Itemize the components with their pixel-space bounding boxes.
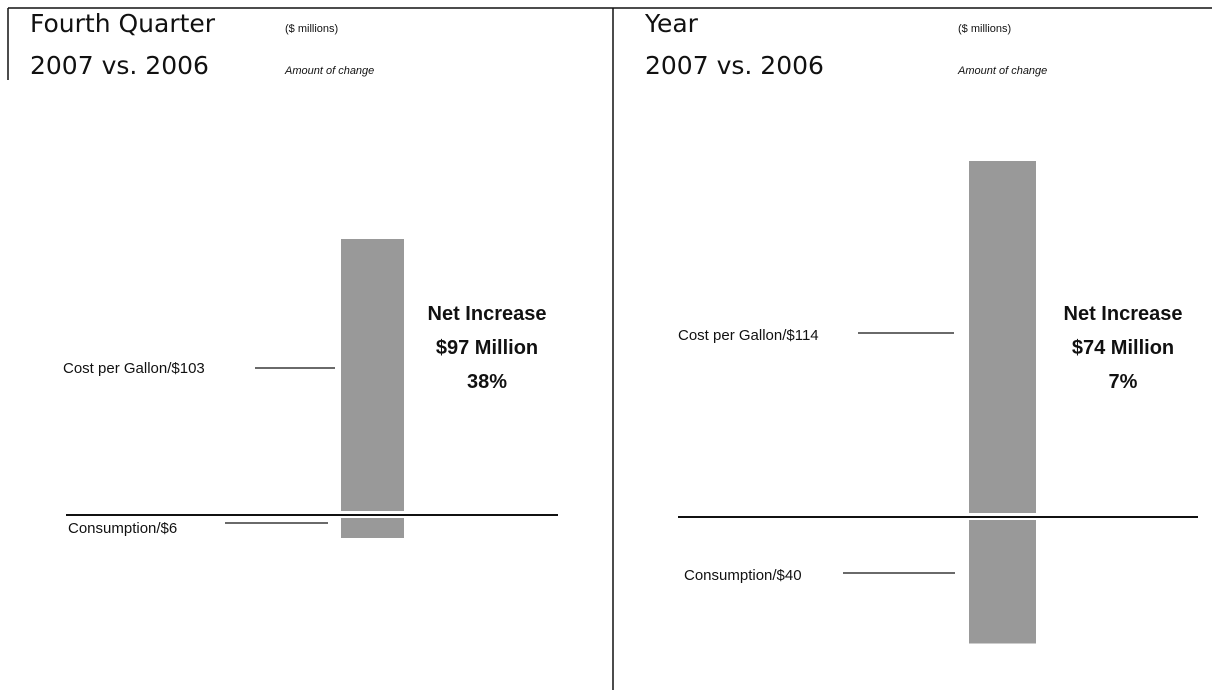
net-increase-label: Net Increase xyxy=(428,303,547,325)
subtitle-label: Amount of change xyxy=(957,65,1047,77)
panel-title-line2: 2007 vs. 2006 xyxy=(30,51,209,80)
net-increase-percent: 7% xyxy=(1109,371,1138,393)
net-increase-amount: $74 Million xyxy=(1072,337,1174,359)
bar-cost-per-gallon xyxy=(969,161,1036,513)
label-cost-per-gallon: Cost per Gallon/$114 xyxy=(678,327,819,344)
panel-title-line1: Year xyxy=(644,9,699,38)
bar-cost-per-gallon xyxy=(341,239,404,511)
net-increase-label: Net Increase xyxy=(1064,303,1183,325)
units-label: ($ millions) xyxy=(958,23,1011,35)
quarter-panel: Fourth Quarter 2007 vs. 2006 ($ millions… xyxy=(30,9,558,538)
bar-consumption xyxy=(969,520,1036,644)
panel-title-line1: Fourth Quarter xyxy=(30,9,216,38)
year-panel: Year 2007 vs. 2006 ($ millions) Amount o… xyxy=(644,9,1198,644)
label-cost-per-gallon: Cost per Gallon/$103 xyxy=(63,360,205,377)
bar-consumption xyxy=(341,518,404,538)
net-increase-percent: 38% xyxy=(467,371,507,393)
label-consumption: Consumption/$40 xyxy=(684,567,802,584)
panel-title-line2: 2007 vs. 2006 xyxy=(645,51,824,80)
net-increase-amount: $97 Million xyxy=(436,337,538,359)
subtitle-label: Amount of change xyxy=(284,65,374,77)
units-label: ($ millions) xyxy=(285,23,338,35)
label-consumption: Consumption/$6 xyxy=(68,520,177,537)
